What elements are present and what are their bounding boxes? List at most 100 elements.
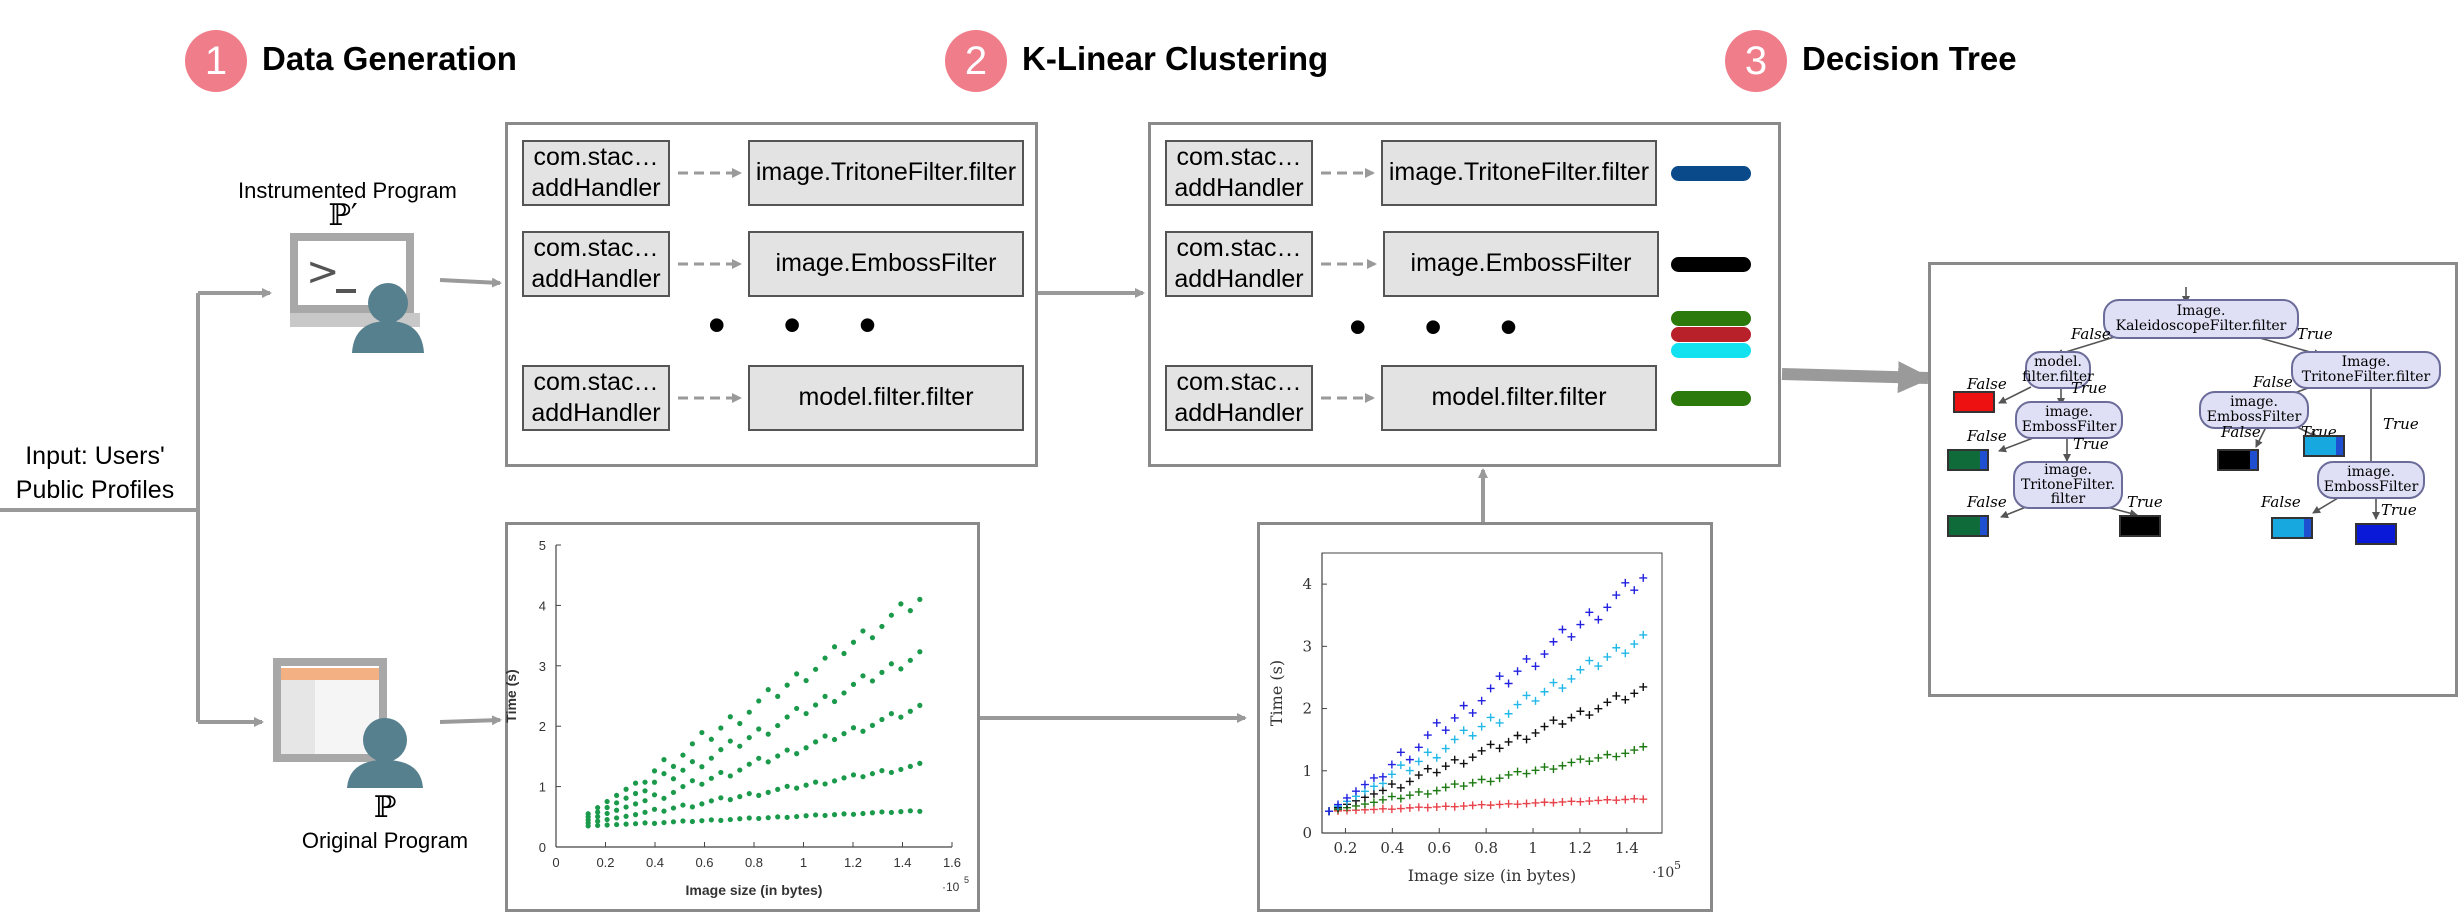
svg-text:>: >: [306, 249, 340, 295]
y-tick-label: 2: [1302, 700, 1312, 718]
data-point: [917, 808, 923, 814]
tree-node-emboss-right-line2: EmbossFilter: [2206, 409, 2302, 425]
x-tick-label: 0.8: [1474, 839, 1498, 857]
source-box-1-line1: com.stac…: [533, 142, 659, 171]
step-3-number: 3: [1725, 30, 1787, 92]
data-point: [812, 666, 819, 672]
data-point: [1369, 782, 1378, 791]
data-point: [784, 783, 790, 789]
series-5: [1325, 573, 1648, 816]
data-point: [841, 811, 847, 817]
data-point: [812, 779, 819, 785]
data-point: [1540, 798, 1549, 807]
data-point: [765, 731, 771, 737]
data-point: [1405, 766, 1414, 775]
tree-node-tritone-left-line2: TritoneFilter.: [2020, 476, 2116, 493]
data-point: [765, 687, 771, 693]
data-point: [831, 812, 838, 818]
data-point: [1325, 807, 1334, 816]
data-point: [614, 792, 620, 799]
data-point: [727, 714, 733, 720]
tree-node-emboss-right2-line2: EmbossFilter: [2323, 479, 2419, 495]
data-point: [632, 801, 639, 807]
data-point: [1504, 770, 1513, 779]
data-point: [1504, 737, 1513, 746]
data-point: [888, 661, 894, 667]
series-1: [585, 808, 923, 829]
data-point: [1441, 726, 1450, 735]
cluster-source-box-2-line2: addHandler: [1174, 265, 1304, 293]
data-point: [898, 766, 904, 773]
data-point: [651, 806, 658, 812]
data-point: [756, 726, 762, 732]
data-point: [699, 801, 705, 807]
data-point: [860, 728, 866, 734]
data-point: [850, 772, 857, 778]
data-point: [1486, 684, 1495, 693]
data-point: [614, 815, 620, 821]
data-point: [1468, 753, 1477, 762]
data-point: [765, 759, 771, 765]
data-point: [585, 811, 591, 817]
step-1-number: 1: [185, 30, 247, 92]
data-point: [661, 808, 667, 814]
data-point: [718, 747, 724, 753]
data-point: [917, 702, 923, 708]
cluster-color-bar-3: [1671, 391, 1751, 406]
data-point: [1585, 608, 1594, 617]
data-point: [1414, 743, 1423, 752]
data-point: [651, 768, 658, 774]
tree-node-emboss-right2: image. EmbossFilter: [2317, 461, 2425, 499]
data-point: [1522, 735, 1531, 744]
data-point: [623, 821, 629, 827]
data-point: [784, 747, 790, 753]
edge-label-false-tritone-right: False: [2253, 373, 2293, 391]
target-box-1: image.TritoneFilter.filter: [748, 140, 1024, 206]
data-point: [604, 822, 610, 828]
target-box-3: model.filter.filter: [748, 365, 1024, 431]
data-point: [850, 639, 857, 645]
cluster-source-box-1: com.stac… addHandler: [1165, 140, 1313, 206]
data-point: [765, 789, 771, 795]
input-label: Input: Users' Public Profiles: [0, 440, 190, 508]
tree-node-tritone-left-line1: image.: [2044, 461, 2092, 478]
data-point: [1450, 713, 1459, 722]
data-point: [775, 753, 781, 759]
data-point: [670, 776, 677, 782]
data-point: [1531, 798, 1540, 807]
data-point: [1405, 755, 1414, 764]
cluster-target-box-2: image.EmbossFilter: [1383, 231, 1659, 297]
data-point: [699, 729, 705, 736]
data-point: [1450, 735, 1459, 744]
data-point: [1567, 713, 1576, 722]
panel1-dashed-arrows: [678, 168, 742, 403]
data-point: [1603, 750, 1612, 759]
chart-raw-frame: 0 0.2 0.4 0.6 0.8 1 1.2 1.4 1.6 0 1 2 3 4 5 Image size …: [503, 522, 980, 912]
data-point: [680, 752, 686, 758]
data-point: [1396, 761, 1405, 770]
data-point: [1585, 757, 1594, 766]
data-point: [1378, 772, 1387, 781]
data-point: [1405, 777, 1414, 786]
data-point: [822, 733, 828, 739]
data-point: [727, 773, 733, 779]
data-point: [775, 693, 781, 700]
data-point: [1495, 672, 1504, 681]
data-point: [841, 690, 847, 696]
source-box-2-line1: com.stac…: [533, 233, 659, 262]
data-point: [623, 813, 629, 819]
data-point: [898, 714, 904, 720]
target-box-2: image.EmbossFilter: [748, 231, 1024, 297]
data-point: [1513, 667, 1522, 676]
data-point: [1369, 773, 1378, 782]
data-point: [860, 673, 866, 679]
data-point: [1477, 800, 1486, 809]
data-point: [651, 820, 658, 826]
data-point: [661, 757, 667, 763]
data-point: [1378, 795, 1387, 804]
data-point: [1477, 696, 1486, 705]
input-label-line2: Public Profiles: [15, 475, 175, 504]
data-point: [689, 759, 696, 765]
cluster-color-bar-mid-1: [1671, 311, 1751, 326]
